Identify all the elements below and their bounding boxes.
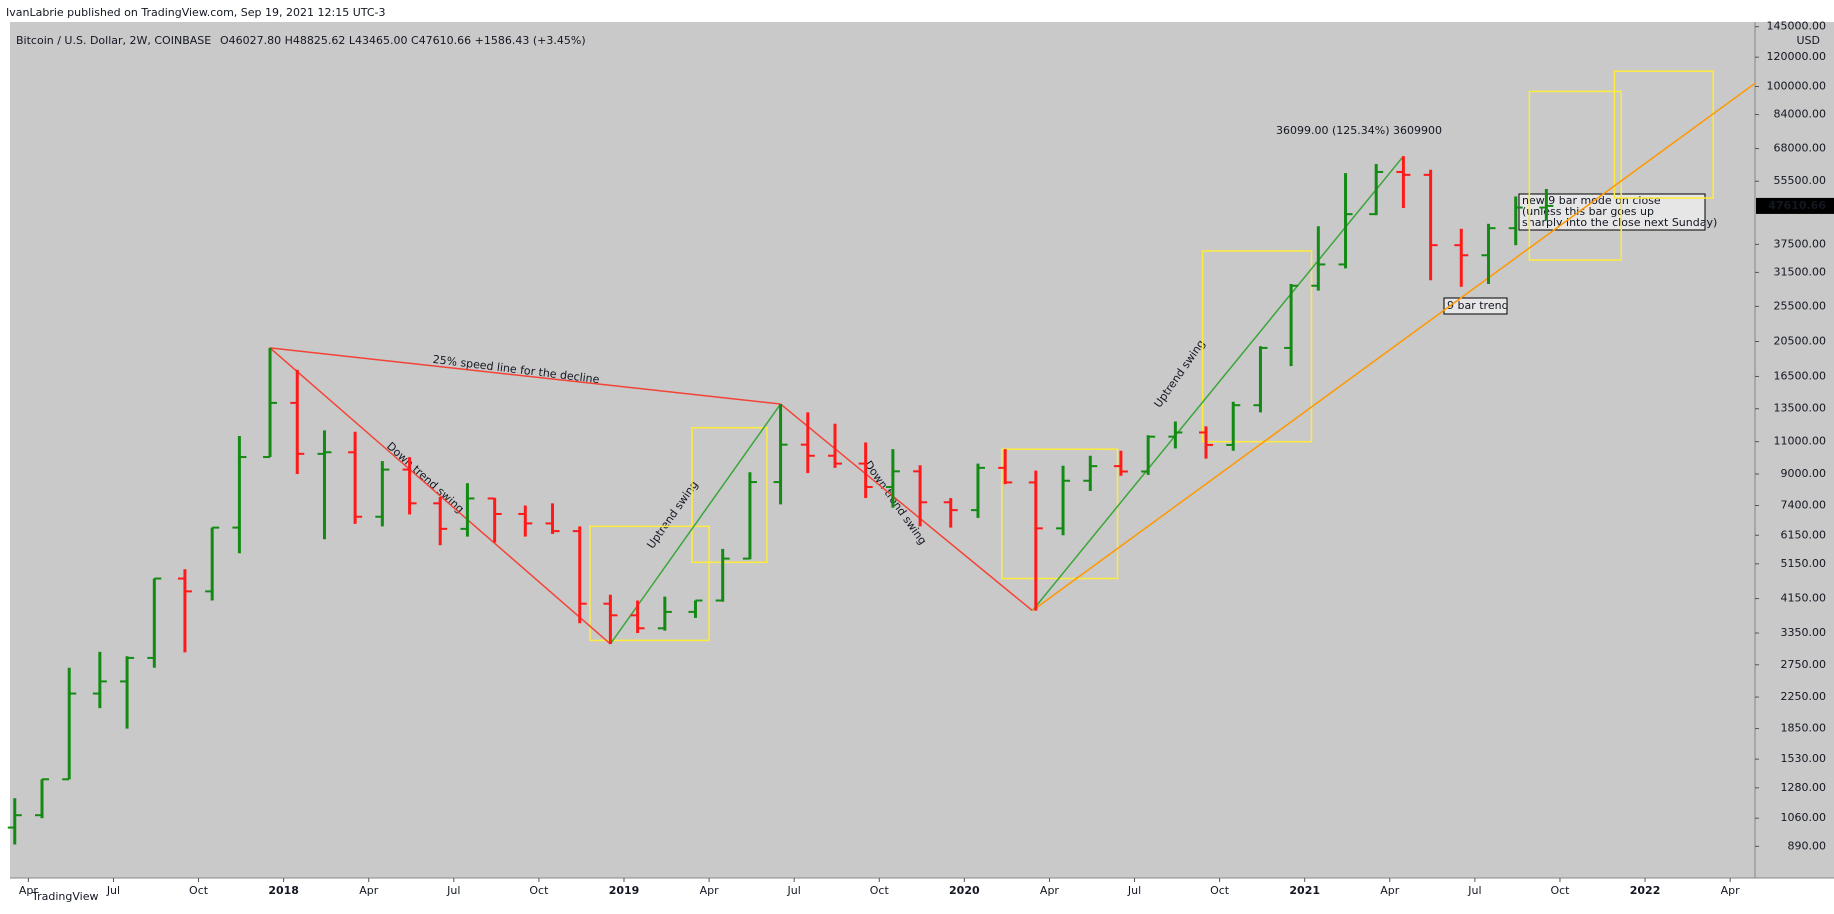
y-tick-label: 4150.00	[1781, 592, 1827, 605]
trend-line	[269, 347, 611, 645]
y-tick-label: 3350.00	[1781, 626, 1827, 639]
x-tick-label: Apr	[1721, 884, 1741, 897]
y-tick-label: 31500.00	[1774, 265, 1827, 278]
ohlc: O46027.80 H48825.62 L43465.00 C47610.66 …	[220, 34, 586, 47]
note-box	[1443, 297, 1508, 315]
y-tick-label: 68000.00	[1774, 142, 1827, 155]
y-tick-label: 5150.00	[1781, 557, 1827, 570]
y-tick-label: 6150.00	[1781, 528, 1827, 541]
currency: USD	[1796, 34, 1820, 47]
y-tick-label: 1850.00	[1781, 722, 1827, 735]
y-tick-label: 9000.00	[1781, 467, 1827, 480]
y-tick-label: 100000.00	[1767, 79, 1827, 92]
x-tick-label: Apr	[359, 884, 379, 897]
x-tick-label: Oct	[1210, 884, 1230, 897]
plot-bg	[10, 22, 1755, 878]
x-tick-label: Oct	[529, 884, 549, 897]
x-tick-label: Jul	[106, 884, 120, 897]
y-tick-label: 7400.00	[1781, 498, 1827, 511]
last-price: 47610.66	[1768, 199, 1826, 212]
brand: TradingView	[31, 890, 98, 903]
y-tick-label: 13500.00	[1774, 402, 1827, 415]
y-tick-label: 55500.00	[1774, 174, 1827, 187]
box	[691, 426, 768, 564]
note-box	[1518, 193, 1706, 231]
y-tick-label: 25500.00	[1774, 299, 1827, 312]
x-tick-label: Oct	[1550, 884, 1570, 897]
y-tick-label: 20500.00	[1774, 335, 1827, 348]
published: IvanLabrie published on TradingView.com,…	[6, 6, 385, 19]
y-tick-label: 2750.00	[1781, 658, 1827, 671]
symbol: Bitcoin / U.S. Dollar, 2W, COINBASE	[16, 34, 211, 47]
x-tick-label: 2020	[949, 884, 980, 897]
x-tick-label: Oct	[870, 884, 890, 897]
x-tick-label: Oct	[189, 884, 209, 897]
y-tick-label: 120000.00	[1767, 50, 1827, 63]
y-tick-label: 1060.00	[1781, 811, 1827, 824]
trend-line	[1031, 82, 1756, 612]
x-tick-label: Apr	[19, 884, 39, 897]
box	[1613, 70, 1714, 199]
x-tick-label: Apr	[1040, 884, 1060, 897]
trend-line	[780, 403, 1033, 612]
x-tick-label: Jul	[787, 884, 801, 897]
price-axis-bg	[1755, 22, 1834, 878]
x-tick-label: Jul	[1127, 884, 1141, 897]
trend-line	[1031, 155, 1404, 612]
x-tick-label: Jul	[446, 884, 460, 897]
x-tick-label: Jul	[1467, 884, 1481, 897]
x-tick-label: Apr	[1380, 884, 1400, 897]
y-tick-label: 11000.00	[1774, 435, 1827, 448]
box	[1201, 250, 1313, 443]
x-tick-label: 2018	[268, 884, 299, 897]
y-tick-label: 16500.00	[1774, 369, 1827, 382]
y-tick-label: 1530.00	[1781, 752, 1827, 765]
y-tick-label: 84000.00	[1774, 108, 1827, 121]
y-tick-label: 1280.00	[1781, 781, 1827, 794]
box	[589, 525, 710, 642]
trend-line	[269, 347, 781, 405]
note: 9 bar trend	[1447, 299, 1509, 312]
y-tick-label: 145000.00	[1767, 20, 1827, 33]
y-tick-label: 890.00	[1788, 839, 1827, 852]
x-tick-label: 2021	[1289, 884, 1320, 897]
box	[1528, 90, 1622, 261]
last-price-box	[1756, 197, 1834, 214]
measure: 36099.00 (125.34%) 3609900	[1276, 124, 1442, 137]
x-tick-label: 2022	[1630, 884, 1661, 897]
note: sharply into the close next Sunday)	[1522, 216, 1717, 229]
box	[1001, 448, 1119, 580]
x-tick-label: Apr	[700, 884, 720, 897]
y-tick-label: 37500.00	[1774, 237, 1827, 250]
note: new 9 bar mode on close	[1522, 194, 1661, 207]
x-tick-label: 2019	[609, 884, 640, 897]
y-tick-label: 2250.00	[1781, 690, 1827, 703]
